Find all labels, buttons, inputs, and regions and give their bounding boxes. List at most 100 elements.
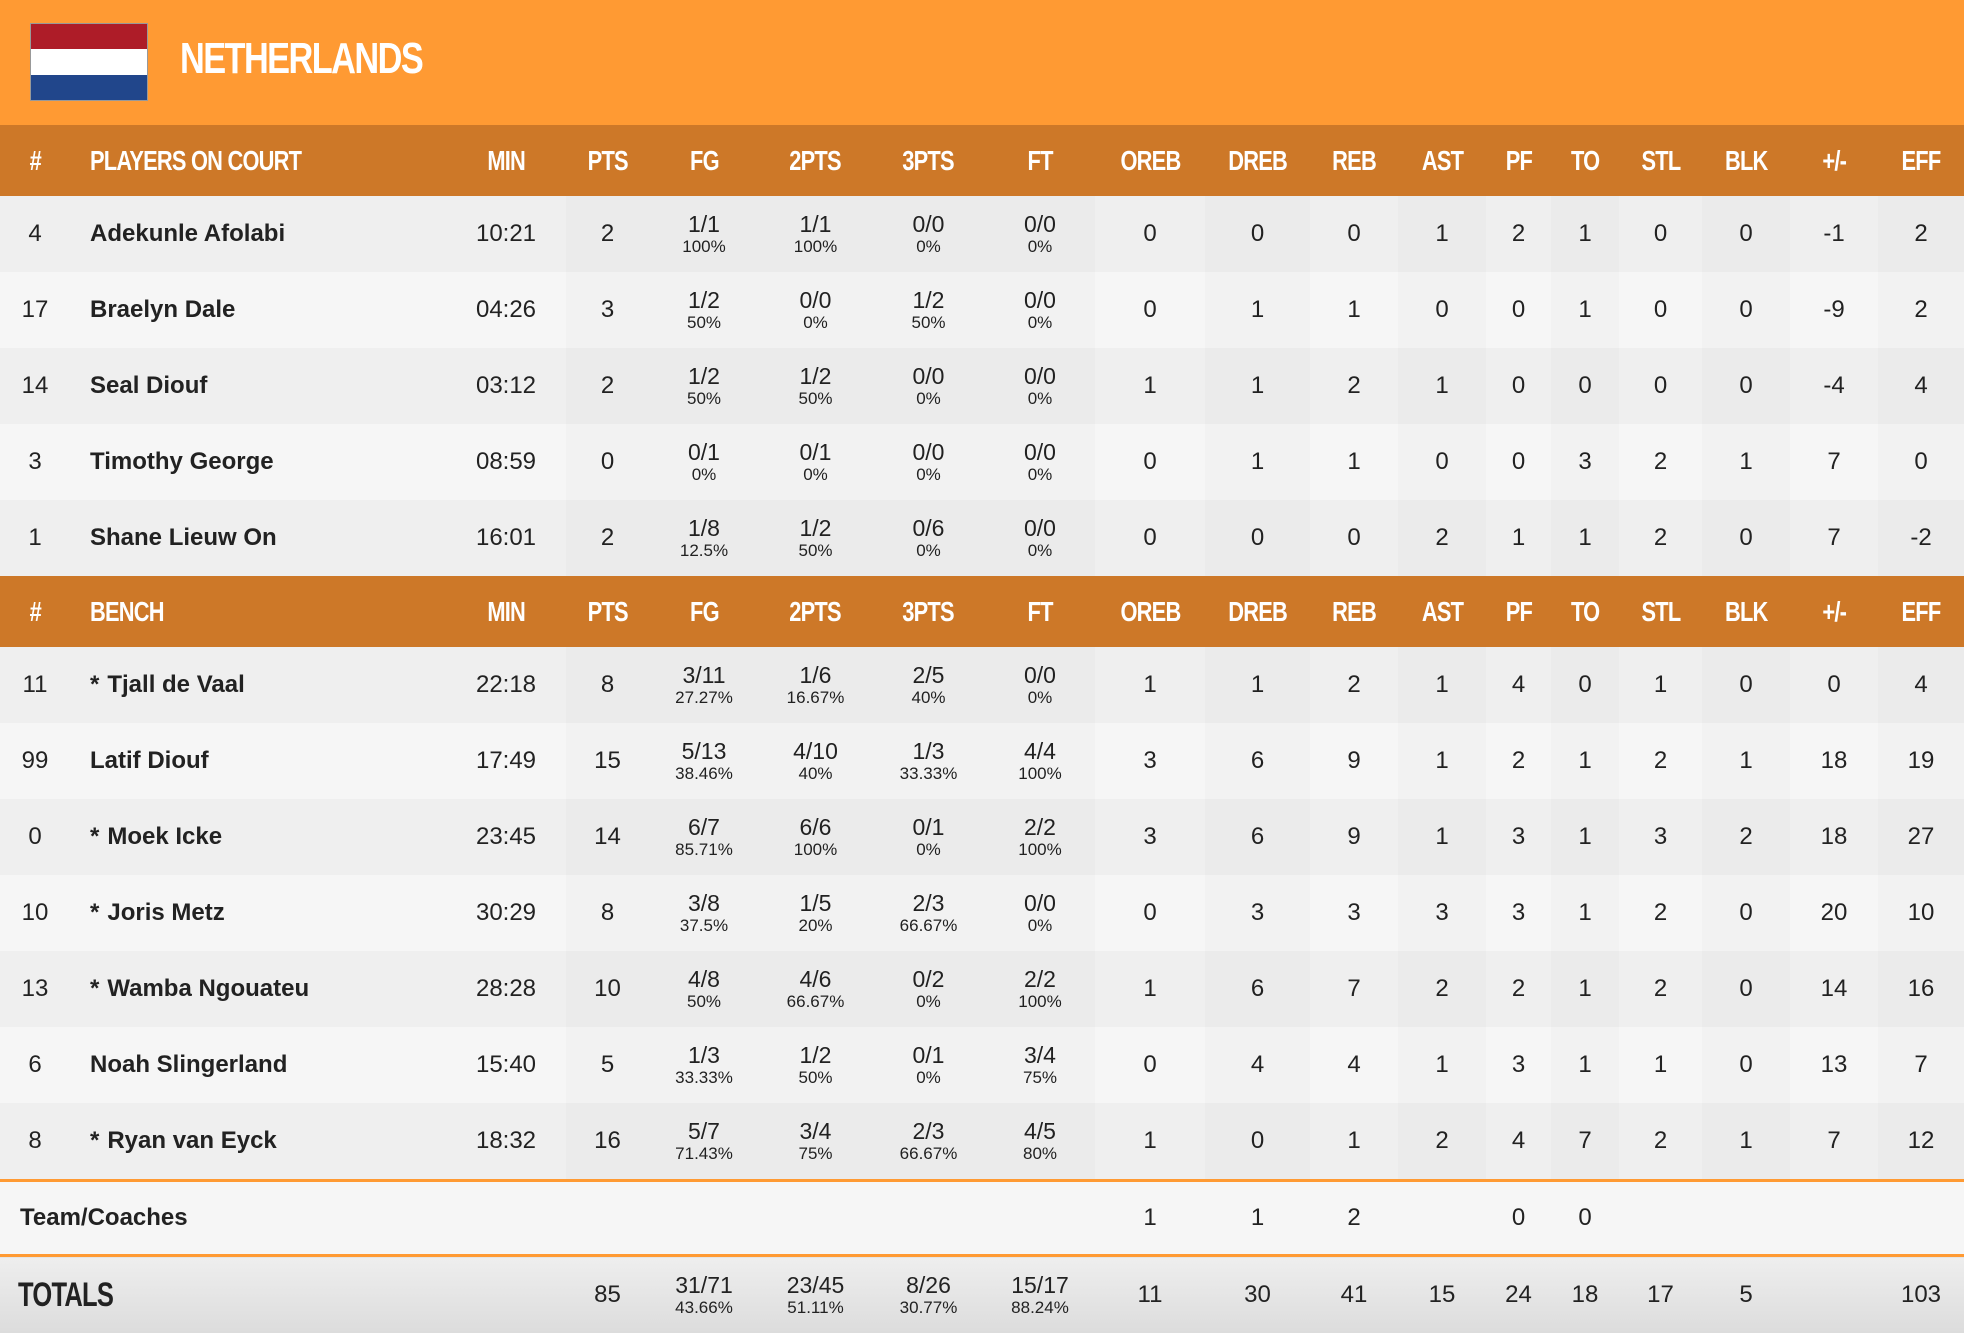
eff-cell: 10 xyxy=(1878,875,1964,951)
col-header-dreb[interactable]: DREB xyxy=(1205,125,1310,196)
section-title[interactable]: BENCH xyxy=(70,576,446,647)
player-name-cell: Shane Lieuw On xyxy=(70,500,446,576)
col-header-pf[interactable]: PF xyxy=(1486,125,1551,196)
col-header-ast[interactable]: AST xyxy=(1398,125,1486,196)
col-header-3pts-label: 3PTS xyxy=(903,145,955,177)
player-name-link[interactable]: Joris Metz xyxy=(107,899,224,926)
player-name-cell: *Wamba Ngouateu xyxy=(70,951,446,1027)
player-name-link[interactable]: Latif Diouf xyxy=(90,747,209,774)
col-header-blk[interactable]: BLK xyxy=(1702,125,1790,196)
col-header-pf[interactable]: PF xyxy=(1486,576,1551,647)
player-name-link[interactable]: Adekunle Afolabi xyxy=(90,220,285,247)
player-name-cell: *Ryan van Eyck xyxy=(70,1103,446,1181)
player-name-link[interactable]: Shane Lieuw On xyxy=(90,524,277,551)
2pts-cell-percentage: 40% xyxy=(759,764,872,784)
col-header-fg[interactable]: FG xyxy=(649,576,759,647)
col-header-to[interactable]: TO xyxy=(1551,576,1619,647)
col-header-3pts[interactable]: 3PTS xyxy=(872,576,985,647)
ast-cell: 2 xyxy=(1398,1103,1486,1181)
col-header-eff[interactable]: EFF xyxy=(1878,576,1964,647)
dreb-cell: 0 xyxy=(1205,196,1310,272)
jersey-number: 99 xyxy=(0,723,70,799)
player-name-link[interactable]: Moek Icke xyxy=(107,823,222,850)
player-name-link[interactable]: Ryan van Eyck xyxy=(107,1127,276,1154)
3pts-cell-percentage: 0% xyxy=(872,237,985,257)
col-header-min[interactable]: MIN xyxy=(446,576,566,647)
col-header-oreb[interactable]: OREB xyxy=(1095,125,1205,196)
stl-cell: 2 xyxy=(1619,424,1702,500)
player-name-link[interactable]: Tjall de Vaal xyxy=(107,671,244,698)
col-header-ft[interactable]: FT xyxy=(985,125,1095,196)
ast-cell: 0 xyxy=(1398,424,1486,500)
min-cell: 17:49 xyxy=(446,723,566,799)
col-header-3pts[interactable]: 3PTS xyxy=(872,125,985,196)
col-header-min[interactable]: MIN xyxy=(446,125,566,196)
pf-cell: 0 xyxy=(1486,272,1551,348)
col-header-stl[interactable]: STL xyxy=(1619,125,1702,196)
blk-cell: 5 xyxy=(1702,1256,1790,1333)
col-header-pts[interactable]: PTS xyxy=(566,576,649,647)
ft-cell xyxy=(985,1181,1095,1256)
to-cell: 1 xyxy=(1551,196,1619,272)
ft-cell-percentage: 0% xyxy=(985,389,1095,409)
col-header-plus-minus[interactable]: +/- xyxy=(1790,576,1878,647)
col-header-reb[interactable]: REB xyxy=(1310,125,1398,196)
section-title[interactable]: PLAYERS ON COURT xyxy=(70,125,446,196)
ast-cell: 2 xyxy=(1398,500,1486,576)
fg-cell-made-attempted: 1/1 xyxy=(649,211,759,237)
dreb-cell: 1 xyxy=(1205,348,1310,424)
reb-cell: 9 xyxy=(1310,799,1398,875)
player-name-link[interactable]: Seal Diouf xyxy=(90,372,207,399)
player-name-link[interactable]: Timothy George xyxy=(90,448,274,475)
player-name-cell: *Moek Icke xyxy=(70,799,446,875)
col-header-2pts[interactable]: 2PTS xyxy=(759,576,872,647)
pf-cell: 3 xyxy=(1486,799,1551,875)
col-header-ast[interactable]: AST xyxy=(1398,576,1486,647)
col-header-eff[interactable]: EFF xyxy=(1878,125,1964,196)
col-header-2pts-label: 2PTS xyxy=(790,596,842,628)
col-header-blk[interactable]: BLK xyxy=(1702,576,1790,647)
player-name-link[interactable]: Noah Slingerland xyxy=(90,1051,287,1078)
col-header-reb[interactable]: REB xyxy=(1310,576,1398,647)
fg-cell-made-attempted: 3/11 xyxy=(649,662,759,688)
col-header-number[interactable]: # xyxy=(0,576,70,647)
fg-cell-made-attempted: 1/2 xyxy=(649,287,759,313)
min-cell: 08:59 xyxy=(446,424,566,500)
dreb-cell: 6 xyxy=(1205,799,1310,875)
min-cell: 22:18 xyxy=(446,647,566,723)
player-name-link[interactable]: Wamba Ngouateu xyxy=(107,975,309,1002)
col-header-pts[interactable]: PTS xyxy=(566,125,649,196)
eff-cell: 2 xyxy=(1878,196,1964,272)
ft-cell-made-attempted: 2/2 xyxy=(985,814,1095,840)
col-header-ft[interactable]: FT xyxy=(985,576,1095,647)
stl-cell: 1 xyxy=(1619,1027,1702,1103)
eff-cell: 4 xyxy=(1878,348,1964,424)
fg-cell-made-attempted: 5/13 xyxy=(649,738,759,764)
col-header-fg[interactable]: FG xyxy=(649,125,759,196)
col-header-stl[interactable]: STL xyxy=(1619,576,1702,647)
pts-cell: 8 xyxy=(566,875,649,951)
col-header-dreb[interactable]: DREB xyxy=(1205,576,1310,647)
player-name-link[interactable]: Braelyn Dale xyxy=(90,296,235,323)
col-header-oreb[interactable]: OREB xyxy=(1095,576,1205,647)
ft-cell-made-attempted: 4/4 xyxy=(985,738,1095,764)
ft-cell-percentage: 88.24% xyxy=(985,1298,1095,1318)
reb-cell: 0 xyxy=(1310,500,1398,576)
ft-cell-percentage: 0% xyxy=(985,916,1095,936)
2pts-cell-percentage: 16.67% xyxy=(759,688,872,708)
col-header-number[interactable]: # xyxy=(0,125,70,196)
col-header-to[interactable]: TO xyxy=(1551,125,1619,196)
col-header-plus-minus[interactable]: +/- xyxy=(1790,125,1878,196)
pts-cell: 2 xyxy=(566,348,649,424)
col-header-2pts[interactable]: 2PTS xyxy=(759,125,872,196)
oreb-cell: 0 xyxy=(1095,272,1205,348)
blk-cell: 1 xyxy=(1702,723,1790,799)
col-header-min-label: MIN xyxy=(487,596,525,628)
